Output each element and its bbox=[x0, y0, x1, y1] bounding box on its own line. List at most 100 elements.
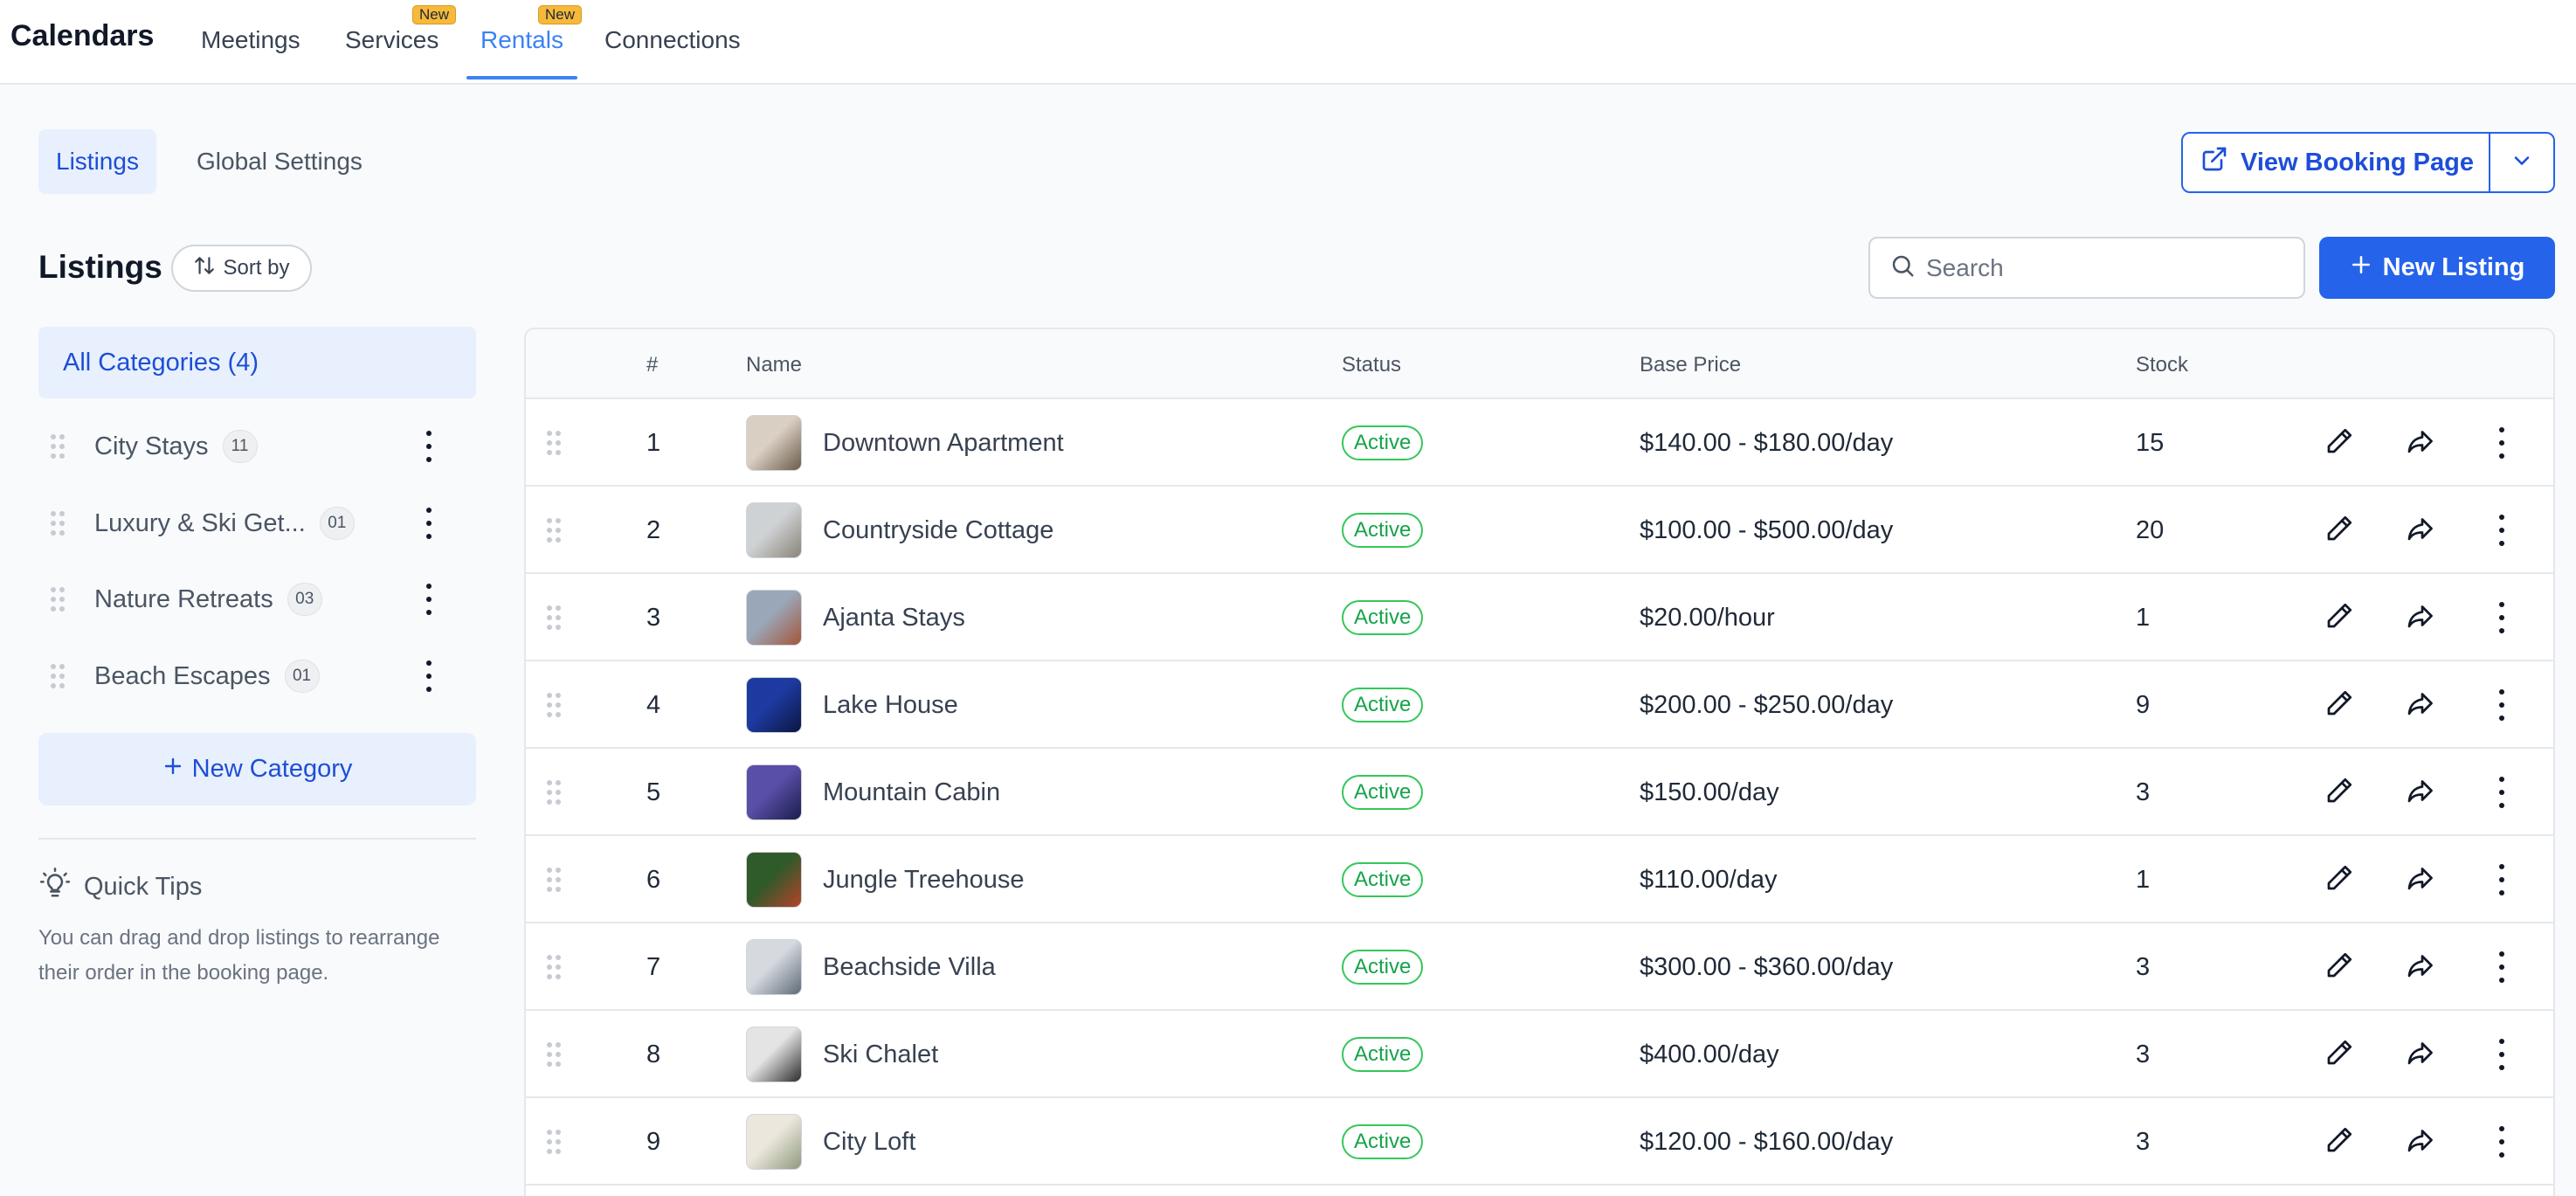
share-icon[interactable] bbox=[2404, 513, 2435, 549]
category-item[interactable]: Nature Retreats 03 bbox=[38, 573, 476, 626]
edit-pencil-icon[interactable] bbox=[2324, 1037, 2355, 1073]
edit-pencil-icon[interactable] bbox=[2324, 1124, 2355, 1160]
all-categories-item[interactable]: All Categories (4) bbox=[38, 327, 476, 398]
listing-name[interactable]: Ski Chalet bbox=[823, 1040, 939, 1068]
search-input[interactable] bbox=[1926, 253, 2293, 282]
category-item[interactable]: Beach Escapes 01 bbox=[38, 650, 476, 702]
share-icon[interactable] bbox=[2404, 862, 2435, 898]
more-options-icon[interactable] bbox=[2498, 515, 2505, 546]
listing-thumbnail bbox=[746, 1027, 802, 1082]
tab-services[interactable]: Services bbox=[345, 26, 439, 53]
more-options-icon[interactable] bbox=[425, 660, 432, 692]
edit-pencil-icon[interactable] bbox=[2324, 425, 2355, 461]
tab-connections[interactable]: Connections bbox=[604, 26, 741, 53]
search-box bbox=[1868, 237, 2305, 299]
table-row[interactable]: 3 Ajanta Stays Active $20.00/hour 1 bbox=[526, 574, 2553, 661]
row-number: 2 bbox=[646, 515, 661, 544]
status-badge: Active bbox=[1342, 1037, 1424, 1072]
more-options-icon[interactable] bbox=[2498, 1039, 2505, 1070]
share-icon[interactable] bbox=[2404, 1124, 2435, 1160]
table-row[interactable]: 6 Jungle Treehouse Active $110.00/day 1 bbox=[526, 836, 2553, 923]
sort-by-button[interactable]: Sort by bbox=[171, 245, 312, 292]
subtab-listings[interactable]: Listings bbox=[38, 129, 156, 194]
listing-name[interactable]: City Loft bbox=[823, 1127, 916, 1156]
listing-name[interactable]: Lake House bbox=[823, 690, 958, 719]
drag-handle-icon[interactable] bbox=[51, 433, 65, 460]
new-listing-button[interactable]: New Listing bbox=[2319, 237, 2555, 299]
share-icon[interactable] bbox=[2404, 425, 2435, 461]
drag-handle-icon[interactable] bbox=[547, 1129, 561, 1155]
more-options-icon[interactable] bbox=[2498, 777, 2505, 808]
more-options-icon[interactable] bbox=[2498, 951, 2505, 983]
share-icon[interactable] bbox=[2404, 1037, 2435, 1073]
more-options-icon[interactable] bbox=[2498, 1126, 2505, 1158]
drag-handle-icon[interactable] bbox=[547, 605, 561, 631]
table-row[interactable]: 4 Lake House Active $200.00 - $250.00/day 9 bbox=[526, 661, 2553, 749]
stock-count: 3 bbox=[2136, 1040, 2151, 1068]
category-name: Beach Escapes bbox=[94, 661, 271, 690]
edit-pencil-icon[interactable] bbox=[2324, 862, 2355, 898]
listing-name[interactable]: Jungle Treehouse bbox=[823, 865, 1025, 894]
table-header: # Name Status Base Price Stock bbox=[526, 329, 2553, 399]
more-options-icon[interactable] bbox=[425, 508, 432, 539]
drag-handle-icon[interactable] bbox=[547, 517, 561, 543]
table-row[interactable]: 2 Countryside Cottage Active $100.00 - $500… bbox=[526, 487, 2553, 574]
edit-pencil-icon[interactable] bbox=[2324, 513, 2355, 549]
drag-handle-icon[interactable] bbox=[51, 586, 65, 612]
edit-pencil-icon[interactable] bbox=[2324, 600, 2355, 636]
share-icon[interactable] bbox=[2404, 600, 2435, 636]
drag-handle-icon[interactable] bbox=[547, 867, 561, 893]
listing-thumbnail bbox=[746, 502, 802, 558]
more-options-icon[interactable] bbox=[2498, 602, 2505, 633]
drag-handle-icon[interactable] bbox=[547, 954, 561, 980]
listing-name[interactable]: Mountain Cabin bbox=[823, 778, 1001, 806]
table-row[interactable]: 5 Mountain Cabin Active $150.00/day 3 bbox=[526, 749, 2553, 836]
drag-handle-icon[interactable] bbox=[51, 663, 65, 689]
tab-rentals[interactable]: Rentals bbox=[480, 26, 563, 53]
table-row[interactable]: 8 Ski Chalet Active $400.00/day 3 bbox=[526, 1011, 2553, 1098]
drag-handle-icon[interactable] bbox=[547, 779, 561, 805]
status-badge: Active bbox=[1342, 775, 1424, 810]
base-price: $150.00/day bbox=[1640, 778, 1779, 806]
new-category-button[interactable]: New Category bbox=[38, 733, 476, 805]
edit-pencil-icon[interactable] bbox=[2324, 775, 2355, 811]
drag-handle-icon[interactable] bbox=[547, 430, 561, 456]
edit-pencil-icon[interactable] bbox=[2324, 950, 2355, 985]
plus-icon bbox=[162, 755, 183, 784]
row-number: 8 bbox=[646, 1040, 661, 1068]
tab-meetings[interactable]: Meetings bbox=[201, 26, 300, 53]
listings-table: # Name Status Base Price Stock 1 Downtown… bbox=[524, 328, 2555, 1196]
category-item[interactable]: Luxury & Ski Get... 01 bbox=[38, 497, 476, 550]
chevron-down-icon bbox=[2510, 149, 2534, 177]
drag-handle-icon[interactable] bbox=[547, 692, 561, 718]
table-row[interactable]: 9 City Loft Active $120.00 - $160.00/day 3 bbox=[526, 1098, 2553, 1186]
table-row[interactable]: 7 Beachside Villa Active $300.00 - $360.00/… bbox=[526, 923, 2553, 1011]
category-item[interactable]: City Stays 11 bbox=[38, 420, 476, 473]
listing-name[interactable]: Ajanta Stays bbox=[823, 603, 965, 632]
share-icon[interactable] bbox=[2404, 688, 2435, 723]
share-icon[interactable] bbox=[2404, 950, 2435, 985]
app-title: Calendars bbox=[10, 19, 155, 52]
listing-name[interactable]: Downtown Apartment bbox=[823, 428, 1064, 457]
listing-name-cell: Countryside Cottage bbox=[746, 487, 1053, 574]
base-price: $20.00/hour bbox=[1640, 603, 1775, 632]
table-row[interactable]: 1 Downtown Apartment Active $140.00 - $180.… bbox=[526, 399, 2553, 487]
stock-count: 3 bbox=[2136, 778, 2151, 806]
more-options-icon[interactable] bbox=[425, 431, 432, 462]
view-booking-page-button[interactable]: View Booking Page bbox=[2183, 134, 2490, 191]
category-count-badge: 01 bbox=[284, 660, 320, 693]
more-options-icon[interactable] bbox=[2498, 689, 2505, 721]
subtab-global-settings[interactable]: Global Settings bbox=[197, 148, 363, 175]
more-options-icon[interactable] bbox=[2498, 864, 2505, 895]
more-options-icon[interactable] bbox=[425, 584, 432, 615]
drag-handle-icon[interactable] bbox=[51, 510, 65, 536]
view-booking-dropdown-button[interactable] bbox=[2490, 134, 2553, 191]
share-icon[interactable] bbox=[2404, 775, 2435, 811]
more-options-icon[interactable] bbox=[2498, 427, 2505, 459]
listing-name[interactable]: Beachside Villa bbox=[823, 952, 996, 981]
edit-pencil-icon[interactable] bbox=[2324, 688, 2355, 723]
drag-handle-icon[interactable] bbox=[547, 1041, 561, 1068]
quick-tips-text: You can drag and drop listings to rearra… bbox=[38, 926, 440, 985]
status-cell: Active bbox=[1342, 923, 1424, 1011]
listing-name[interactable]: Countryside Cottage bbox=[823, 515, 1054, 544]
